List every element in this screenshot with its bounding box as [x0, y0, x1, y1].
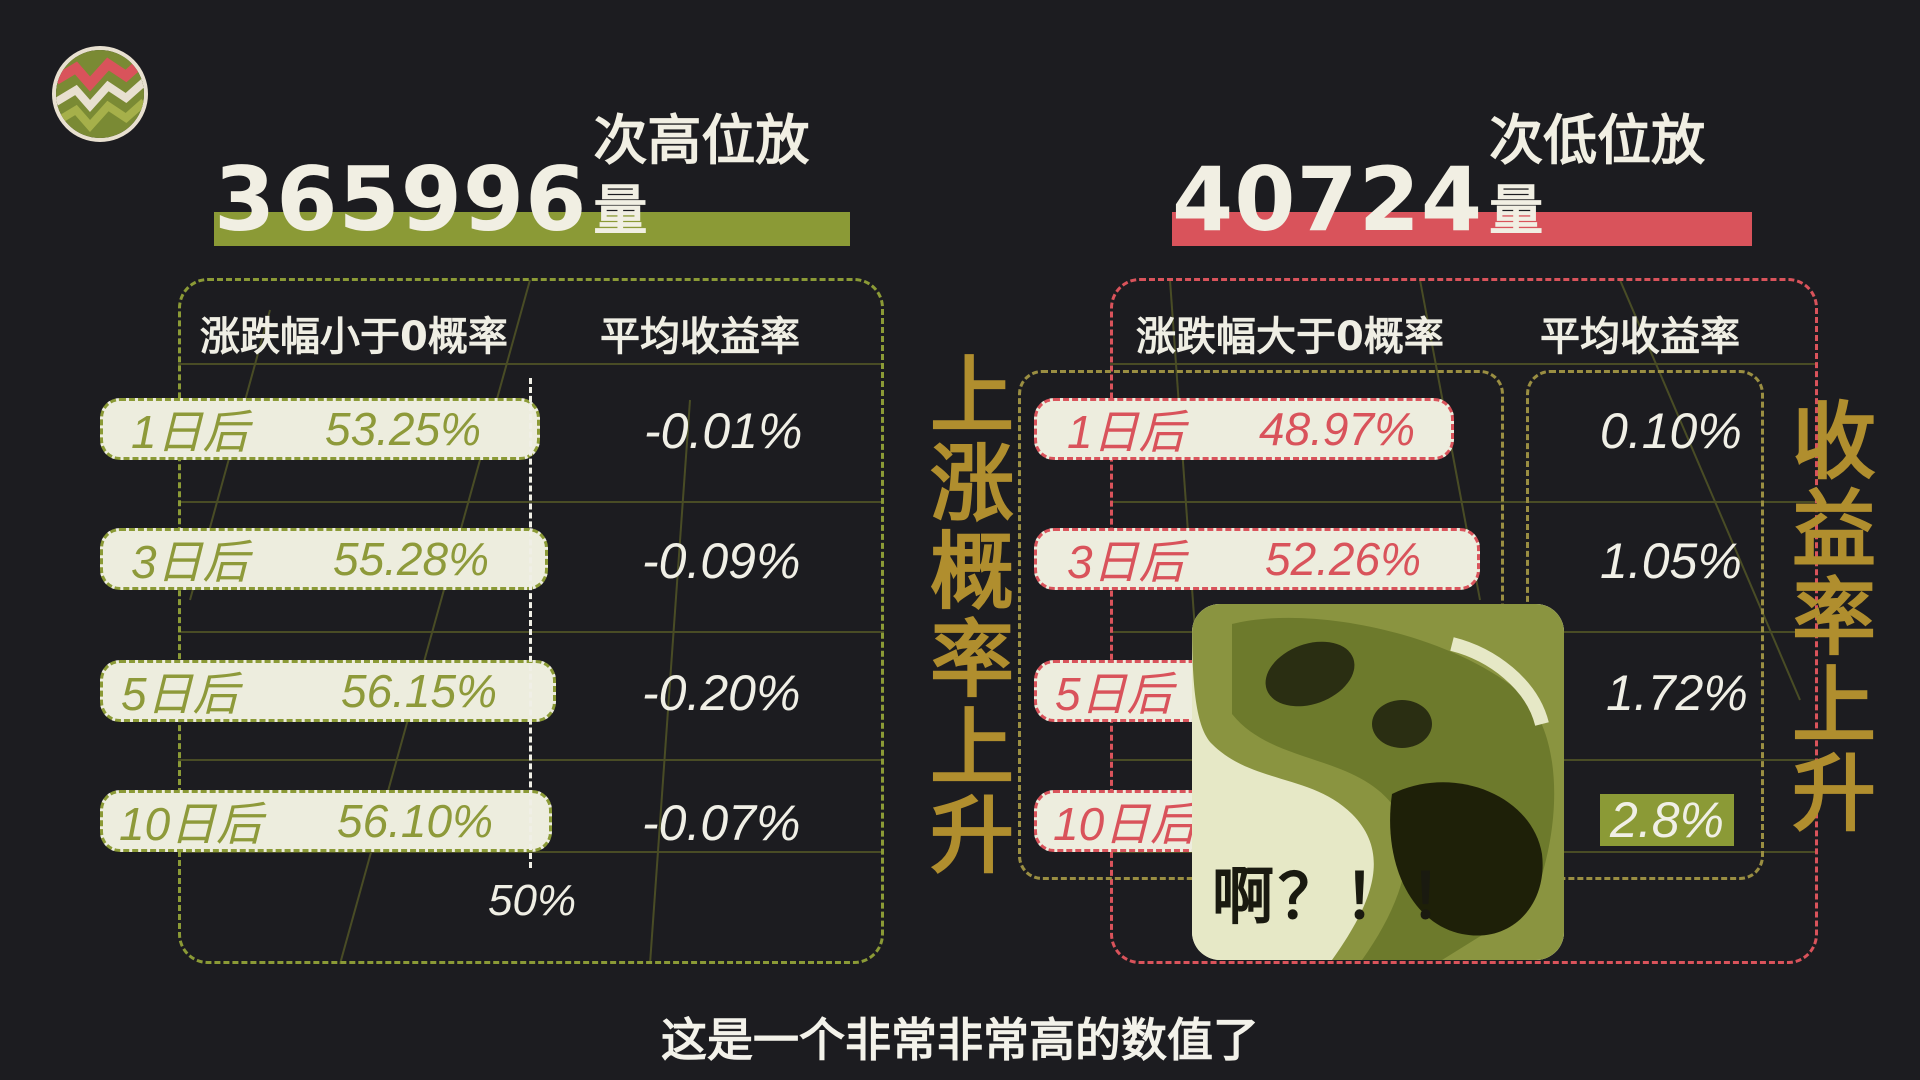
left-row-1: 1日后 53.25% — [100, 398, 540, 460]
day-label: 1日后 — [131, 396, 249, 462]
prob-value: 52.26% — [1265, 532, 1421, 586]
right-count-label: 次低位放量 — [1489, 106, 1752, 246]
right-row-1: 1日后 48.97% — [1034, 398, 1454, 460]
left-row-10: 10日后 56.10% — [100, 790, 552, 852]
return-up-label: 收益率上升 — [1786, 398, 1882, 838]
day-label: 10日后 — [119, 788, 262, 854]
channel-logo — [52, 46, 148, 142]
meme-caption: 啊？！！ — [1212, 846, 1476, 936]
day-label: 3日后 — [1067, 526, 1185, 592]
left-heading: 365996 次高位放量 — [214, 150, 850, 246]
fifty-percent-line — [529, 378, 532, 868]
prob-value: 48.97% — [1259, 402, 1415, 456]
right-return-10-highlight: 2.8% — [1600, 794, 1734, 846]
left-col-prob-header: 涨跌幅小于0概率 — [200, 304, 508, 362]
right-return-5: 1.72% — [1606, 664, 1748, 722]
right-heading: 40724 次低位放量 — [1172, 150, 1752, 246]
day-label: 5日后 — [1055, 658, 1173, 724]
left-return-5: -0.20% — [642, 664, 800, 722]
left-row-5: 5日后 56.15% — [100, 660, 556, 722]
right-col-return-header: 平均收益率 — [1540, 304, 1740, 362]
right-row-3: 3日后 52.26% — [1034, 528, 1480, 590]
right-return-3: 1.05% — [1600, 532, 1742, 590]
prob-value: 56.15% — [341, 664, 497, 718]
left-return-10: -0.07% — [642, 794, 800, 852]
subtitle-caption: 这是一个非常非常高的数值了 — [0, 1004, 1920, 1070]
prob-value: 53.25% — [325, 402, 481, 456]
right-col-prob-header: 涨跌幅大于0概率 — [1136, 304, 1444, 362]
surprised-meme-image: 啊？！！ — [1192, 604, 1564, 960]
prob-value: 56.10% — [337, 794, 493, 848]
left-return-3: -0.09% — [642, 532, 800, 590]
day-label: 5日后 — [121, 658, 239, 724]
day-label: 10日后 — [1053, 788, 1196, 854]
left-col-return-header: 平均收益率 — [600, 304, 800, 362]
day-label: 1日后 — [1067, 396, 1185, 462]
left-count: 365996 — [214, 154, 587, 246]
left-return-1: -0.01% — [644, 402, 802, 460]
fifty-percent-marker: 50% — [488, 876, 576, 926]
right-count: 40724 — [1172, 154, 1483, 246]
left-row-3: 3日后 55.28% — [100, 528, 548, 590]
day-label: 3日后 — [131, 526, 249, 592]
prob-up-label: 上涨概率上升 — [924, 352, 1020, 880]
prob-value: 55.28% — [333, 532, 489, 586]
left-count-label: 次高位放量 — [593, 106, 850, 246]
right-return-1: 0.10% — [1600, 402, 1742, 460]
